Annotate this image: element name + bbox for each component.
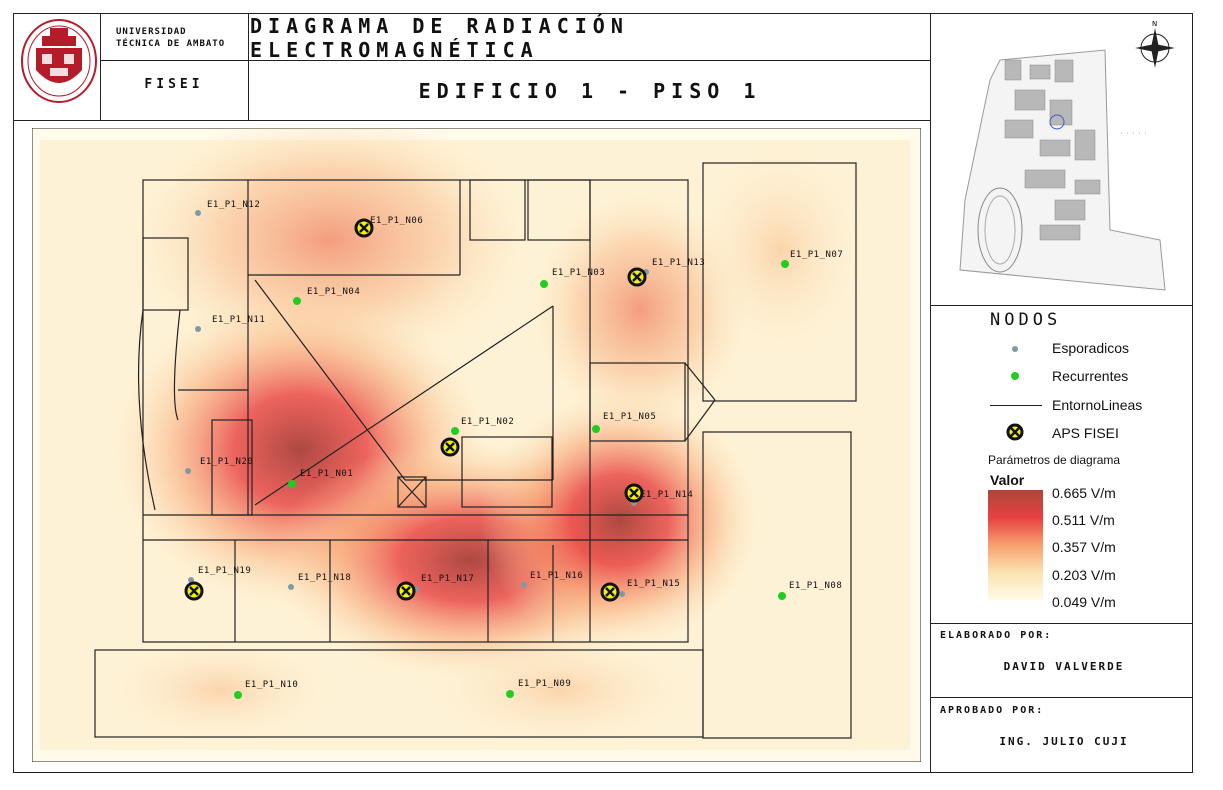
heat-zone-bottom-left — [100, 635, 340, 745]
scale-value-5: 0.049 V/m — [1052, 594, 1116, 610]
university-name: UNIVERSIDAD TÉCNICA DE AMBATO — [116, 26, 225, 50]
legend-entorno-lineas: EntornoLineas — [1052, 397, 1143, 413]
heat-zone-right — [690, 140, 870, 360]
node-e1-p1-n19: E1_P1_N19 — [188, 566, 251, 583]
map-subtitle: EDIFICIO 1 - PISO 1 — [418, 79, 762, 103]
legend-symbols — [1006, 346, 1024, 441]
building-location-marker — [1049, 114, 1065, 130]
ap-marker-icon — [396, 581, 416, 601]
node-label: E1_P1_N19 — [198, 566, 251, 576]
node-e1-p1-n20: E1_P1_N20 — [185, 457, 253, 474]
sidebar-divider — [930, 13, 931, 773]
node-label: E1_P1_N04 — [307, 287, 360, 297]
approved-by-label: APROBADO POR: — [940, 705, 1045, 716]
node-e1-p1-n04: E1_P1_N04 — [293, 287, 360, 305]
legend-esporadicos: Esporadicos — [1052, 340, 1130, 356]
node-e1-p1-n07: E1_P1_N07 — [781, 250, 843, 268]
entorno-lineas — [94, 162, 857, 739]
node-label: E1_P1_N10 — [245, 680, 298, 690]
university-line-1: UNIVERSIDAD — [116, 27, 187, 37]
entorno-line-icon — [990, 405, 1042, 406]
university-seal-logo — [21, 19, 97, 103]
svg-text:N: N — [1152, 20, 1157, 28]
node-label: E1_P1_N02 — [461, 417, 514, 427]
node-label: E1_P1_N03 — [552, 268, 605, 278]
recurrent-dot-icon — [1011, 372, 1019, 380]
node-e1-p1-n15: E1_P1_N15 — [619, 579, 680, 597]
scale-value-4: 0.203 V/m — [1052, 567, 1116, 583]
legend-divider — [930, 623, 1193, 624]
node-label: E1_P1_N16 — [530, 571, 583, 581]
node-e1-p1-n12: E1_P1_N12 — [195, 200, 260, 216]
heat-zone-east — [480, 390, 760, 650]
prepared-by-name: DAVID VALVERDE — [1003, 660, 1125, 673]
scale-value-3: 0.357 V/m — [1052, 539, 1116, 555]
campus-locator-map: N · · · · · — [959, 20, 1175, 291]
node-label: E1_P1_N07 — [790, 250, 843, 260]
node-label: E1_P1_N18 — [298, 573, 351, 583]
node-e1-p1-n02: E1_P1_N02 — [451, 417, 514, 435]
node-e1-p1-n05: E1_P1_N05 — [592, 412, 656, 433]
ap-marker-icon — [440, 437, 460, 457]
node-e1-p1-n18: E1_P1_N18 — [288, 573, 351, 590]
svg-text:· · · · ·: · · · · · — [1120, 131, 1147, 137]
legend-recurrentes: Recurrentes — [1052, 368, 1129, 384]
node-label: E1_P1_N06 — [370, 216, 423, 226]
ap-marker-icon — [624, 483, 644, 503]
node-markers: E1_P1_N12 E1_P1_N06 E1_P1_N04 E1_P1_N03 … — [185, 200, 843, 699]
compass-rose-icon: N — [1135, 20, 1175, 68]
faculty-name: FISEI — [144, 76, 204, 92]
node-label: E1_P1_N11 — [212, 315, 265, 325]
node-label: E1_P1_N12 — [207, 200, 260, 210]
ap-marker-icon — [354, 218, 374, 238]
approved-by-name: ING. JULIO CUJI — [999, 735, 1129, 748]
ap-marker-icon — [184, 581, 204, 601]
ap-legend-icon — [1006, 423, 1024, 441]
locator-divider — [930, 305, 1193, 306]
scale-value-2: 0.511 V/m — [1052, 512, 1115, 528]
floor-plan-map: E1_P1_N12 E1_P1_N06 E1_P1_N04 E1_P1_N03 … — [32, 128, 921, 762]
prepared-by-label: ELABORADO POR: — [940, 630, 1053, 641]
logo-divider — [248, 13, 249, 120]
node-label: E1_P1_N01 — [300, 469, 353, 479]
university-line-2: TÉCNICA DE AMBATO — [116, 39, 226, 49]
title-divider — [100, 60, 930, 61]
node-e1-p1-n03: E1_P1_N03 — [540, 268, 605, 288]
credits-divider — [930, 697, 1193, 698]
value-title: Valor — [990, 472, 1025, 488]
node-label: E1_P1_N09 — [518, 679, 571, 689]
node-e1-p1-n11: E1_P1_N11 — [195, 315, 265, 332]
node-e1-p1-n09: E1_P1_N09 — [506, 679, 571, 698]
node-e1-p1-n16: E1_P1_N16 — [521, 571, 583, 588]
ap-markers — [184, 218, 647, 602]
node-label: E1_P1_N05 — [603, 412, 656, 422]
node-label: E1_P1_N08 — [789, 581, 842, 591]
node-label: E1_P1_N15 — [627, 579, 680, 589]
legend-aps: APS FISEI — [1052, 425, 1119, 441]
node-e1-p1-n01: E1_P1_N01 — [288, 469, 353, 488]
map-frame — [13, 13, 1193, 773]
node-label: E1_P1_N17 — [421, 574, 474, 584]
map-title: DIAGRAMA DE RADIACIÓN ELECTROMAGNÉTICA — [250, 14, 629, 62]
node-label: E1_P1_N20 — [200, 457, 253, 467]
sporadic-dot-icon — [1012, 346, 1018, 352]
node-label: E1_P1_N14 — [640, 490, 693, 500]
ap-marker-icon — [627, 267, 647, 287]
node-e1-p1-n10: E1_P1_N10 — [234, 680, 298, 699]
seal-divider — [100, 13, 101, 120]
heat-zone-bottom — [420, 630, 700, 750]
node-e1-p1-n08: E1_P1_N08 — [778, 581, 842, 600]
params-title: Parámetros de diagrama — [988, 453, 1121, 467]
header-divider — [13, 120, 931, 121]
legend-title: NODOS — [990, 310, 1062, 330]
node-label: E1_P1_N13 — [652, 258, 705, 268]
ap-marker-icon — [600, 582, 620, 602]
scale-value-1: 0.665 V/m — [1052, 485, 1116, 501]
color-scale-bar — [988, 490, 1043, 600]
